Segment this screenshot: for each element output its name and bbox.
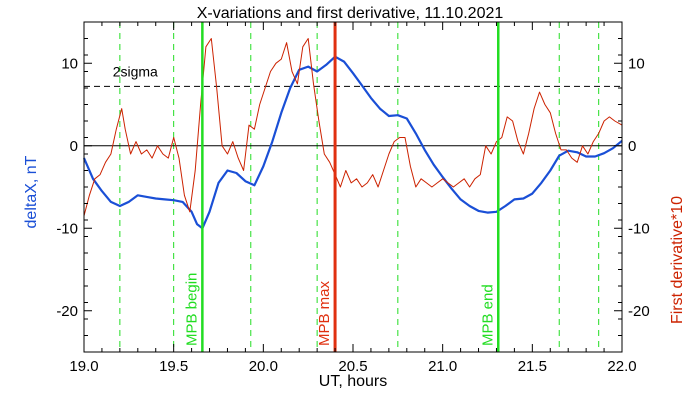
x-tick-label: 21.0 — [428, 358, 457, 375]
y-tick-label-right: -20 — [628, 303, 650, 320]
y-tick-label-right: -10 — [628, 220, 650, 237]
x-tick-label: 20.5 — [338, 358, 367, 375]
y-tick-label-left: 0 — [70, 138, 78, 155]
x-tick-label: 20.0 — [249, 358, 278, 375]
plot-area: 2sigma MPB begin MPB max MPB end — [82, 22, 623, 352]
x-tick-label: 21.5 — [518, 358, 547, 375]
sigma-label: 2sigma — [113, 63, 158, 79]
y-tick-label-left: 10 — [61, 55, 78, 72]
y-tick-label-right: 10 — [628, 55, 645, 72]
deltax-series-line — [82, 55, 623, 230]
y-tick-label-left: -10 — [56, 220, 78, 237]
y-axis-label-left: deltaX, nT — [23, 155, 40, 228]
chart-title: X-variations and first derivative, 11.10… — [197, 5, 504, 22]
axes: 19.0 19.5 20.0 20.5 21.0 21.5 22.0 -20 -20 -10 -10… — [56, 21, 650, 375]
mpb-label: MPB begin — [183, 273, 200, 346]
x-tick-label: 22.0 — [607, 358, 636, 375]
y-tick-label-right: 0 — [628, 138, 636, 155]
mpb-label: MPB end — [479, 284, 496, 346]
y-axis-label-right: First derivative*10 — [669, 196, 686, 324]
derivative-series-line — [83, 38, 623, 217]
x-axis-label: UT, hours — [319, 373, 387, 390]
y-tick-label-left: -20 — [56, 303, 78, 320]
x-tick-label: 19.5 — [159, 358, 188, 375]
mpb-label: MPB max — [316, 280, 333, 346]
x-tick-label: 19.0 — [69, 358, 98, 375]
